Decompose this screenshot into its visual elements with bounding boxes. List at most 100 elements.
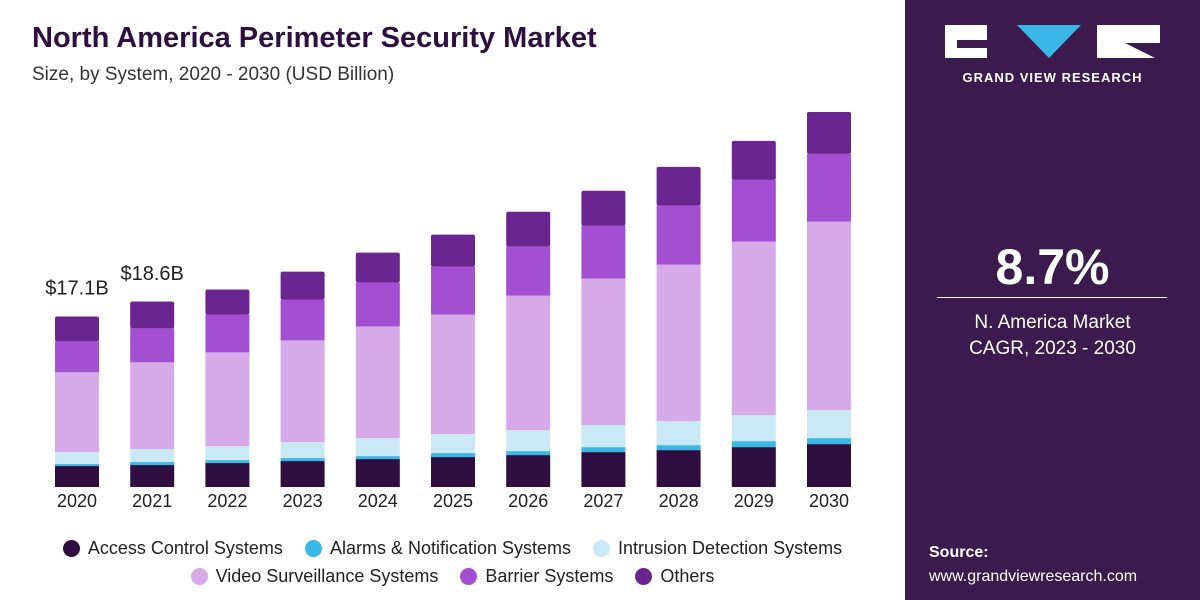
bar-segment xyxy=(205,314,250,353)
bar-segment xyxy=(431,234,475,267)
x-tick-label: 2023 xyxy=(283,491,323,511)
bar-segment xyxy=(205,460,250,464)
bar-segment xyxy=(280,340,325,443)
legend-swatch xyxy=(593,539,611,557)
brand: GRAND VIEW RESEARCH xyxy=(962,70,1143,85)
bar-segment xyxy=(130,462,175,466)
bar-segment xyxy=(581,190,626,226)
bar-segment xyxy=(55,372,99,453)
bar-segment xyxy=(431,453,475,458)
legend-item: Access Control Systems xyxy=(62,537,283,559)
bar-segment xyxy=(280,461,325,487)
bar-segment xyxy=(807,221,851,411)
legend-swatch xyxy=(635,567,653,585)
bar-segment xyxy=(280,271,325,300)
bar-segment xyxy=(656,421,701,446)
bar-segment xyxy=(205,463,250,487)
bar-segment xyxy=(581,425,626,448)
source-url: www.grandviewresearch.com xyxy=(929,568,1138,585)
bar-segment xyxy=(656,264,701,422)
x-tick-label: 2029 xyxy=(734,491,774,511)
logo xyxy=(945,25,1160,58)
bar-segment xyxy=(807,153,851,222)
legend-label: Access Control Systems xyxy=(87,537,283,558)
bar-segment xyxy=(506,451,551,456)
chart-title: North America Perimeter Security Market xyxy=(32,22,597,54)
x-tick-label: 2028 xyxy=(659,491,699,511)
legend-label: Alarms & Notification Systems xyxy=(329,537,572,558)
bar-segment xyxy=(656,450,701,487)
bar-segment xyxy=(205,289,250,315)
bar-segment xyxy=(807,444,851,487)
x-tick-label: 2025 xyxy=(433,491,473,511)
total-label: $18.6B xyxy=(121,263,184,285)
source-label: Source: xyxy=(929,544,989,561)
bar-segment xyxy=(731,241,776,416)
bar-segment xyxy=(355,459,400,487)
bar-segment xyxy=(55,316,99,342)
bar-segment xyxy=(55,341,99,373)
bar-segment xyxy=(55,464,99,467)
x-tick-label: 2030 xyxy=(809,491,849,511)
bar-segment xyxy=(656,205,701,265)
legend-item: Alarms & Notification Systems xyxy=(304,537,572,559)
bar-segment xyxy=(130,465,175,487)
logo-r xyxy=(1097,25,1160,58)
bar-segment xyxy=(55,452,99,465)
x-tick-label: 2026 xyxy=(508,491,548,511)
plot: 2020 2021 2022 2023 2024 2025 2026 2027 2028 2029… xyxy=(45,112,851,511)
cagr-label: N. America Market CAGR, 2023 - 2030 xyxy=(969,312,1136,359)
cagr-value: 8.7% xyxy=(995,239,1110,295)
x-tick-label: 2020 xyxy=(57,491,97,511)
x-tick-label: 2024 xyxy=(358,491,398,511)
x-tick-label: 2027 xyxy=(583,491,623,511)
bar-segment xyxy=(581,452,626,487)
legend-item: Intrusion Detection Systems xyxy=(593,538,842,559)
bar-segment xyxy=(55,466,99,487)
bar-segment xyxy=(656,166,701,206)
bar-segment xyxy=(280,442,325,459)
bar-segment xyxy=(205,446,250,461)
legend-row: Access Control Systems Alarms & Notificat… xyxy=(0,534,905,562)
bar-segment xyxy=(355,456,400,460)
bar-segment xyxy=(280,458,325,462)
legend-swatch xyxy=(304,539,322,557)
bar-segment xyxy=(280,299,325,341)
legend-label: Others xyxy=(660,565,715,586)
bar-segment xyxy=(506,430,551,452)
bar-segment xyxy=(506,295,551,431)
x-tick-label: 2021 xyxy=(132,491,172,511)
legend: Access Control Systems Alarms & Notificat… xyxy=(0,534,905,590)
bar-segment xyxy=(731,447,776,487)
chart-subtitle: Size, by System, 2020 - 2030 (USD Billio… xyxy=(32,64,395,85)
bar-segment xyxy=(355,252,400,283)
bar-segment xyxy=(355,282,400,327)
bar-segment xyxy=(506,211,551,247)
bar-segment xyxy=(431,266,475,315)
legend-row: Video Surveillance Systems Barrier System… xyxy=(0,562,905,590)
bar-segment xyxy=(581,447,626,453)
bar-segment xyxy=(130,328,175,363)
legend-swatch xyxy=(460,567,478,585)
legend-label: Video Surveillance Systems xyxy=(215,565,439,586)
bar-segment xyxy=(205,352,250,447)
bar-segment xyxy=(431,314,475,435)
bar-segment xyxy=(807,410,851,439)
divider xyxy=(937,297,1167,298)
legend-label: Barrier Systems xyxy=(485,565,614,586)
bar-segment xyxy=(807,438,851,445)
legend-swatch xyxy=(62,539,80,557)
bar-segment xyxy=(731,415,776,442)
logo-v xyxy=(1017,25,1081,58)
bar-segment xyxy=(581,225,626,279)
legend-item: Others xyxy=(635,566,714,587)
legend-item: Barrier Systems xyxy=(460,566,613,587)
bar-segment xyxy=(130,362,175,450)
side-panel: GRAND VIEW RESEARCH 8.7% N. America Mark… xyxy=(905,0,1200,600)
bar-segment xyxy=(431,457,475,487)
bar-segment xyxy=(581,278,626,426)
legend-label: Intrusion Detection Systems xyxy=(618,537,843,558)
legend-swatch xyxy=(190,567,208,585)
bar-segment xyxy=(355,438,400,457)
bar-segment xyxy=(130,301,175,329)
